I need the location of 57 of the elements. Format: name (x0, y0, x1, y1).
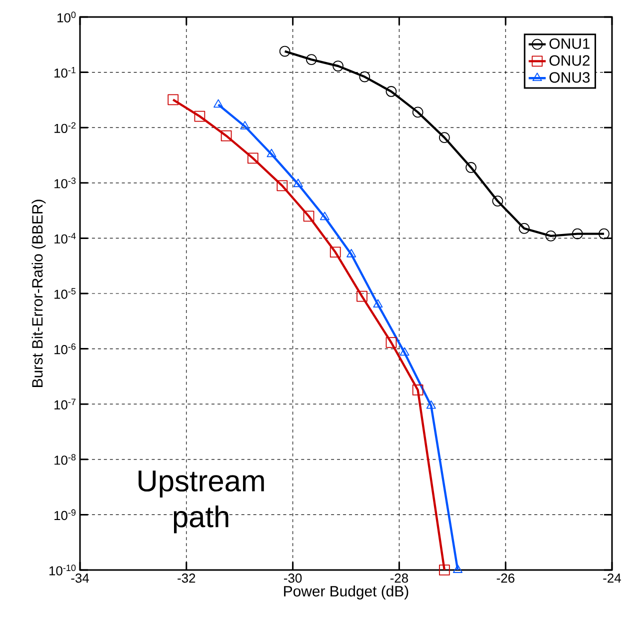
x-tick-label: -24 (603, 574, 621, 583)
point (452, 564, 462, 573)
y-tick-label: 10$^{-7}$ (54, 398, 76, 410)
point (247, 152, 258, 164)
x-tick-label: -28 (390, 574, 408, 583)
point (545, 230, 556, 242)
point (346, 248, 356, 258)
y-tick-label: 10$^{-6}$ (54, 343, 76, 354)
x-axis-title: Power Budget (dB) (284, 586, 408, 600)
point (276, 180, 288, 192)
point (412, 106, 424, 118)
point (466, 162, 476, 173)
y-axis-title: Burst Bit-Error-Ratio (BBER) (32, 200, 46, 387)
legend-label: ONU3 (550, 72, 590, 83)
point (598, 228, 610, 240)
point (220, 130, 232, 142)
point (279, 46, 290, 57)
point (518, 223, 530, 234)
point (293, 178, 303, 188)
x-tick-label: -34 (71, 574, 89, 583)
annotation: Upstream path (138, 470, 264, 534)
point (400, 347, 410, 356)
point (332, 60, 344, 72)
y-tick-label: 10$^{0}$ (58, 12, 76, 22)
point (303, 210, 314, 222)
point (194, 110, 206, 122)
point (168, 94, 179, 106)
y-tick-label: 10$^{-2}$ (54, 122, 76, 133)
point (359, 71, 370, 82)
y-tick-label: 10$^{-10}$ (49, 564, 76, 576)
point (320, 212, 330, 220)
point (373, 299, 383, 308)
legend-label: ONU1 (550, 38, 590, 49)
point (306, 54, 317, 65)
y-tick-label: 10$^{-8}$ (54, 454, 76, 465)
point (386, 337, 397, 348)
point (438, 132, 450, 144)
y-tick-label: 10$^{-5}$ (54, 288, 76, 299)
point (330, 246, 341, 258)
x-tick-label: -26 (496, 574, 514, 583)
point (386, 86, 397, 97)
point (214, 99, 224, 108)
y-tick-label: 10$^{-1}$ (54, 66, 76, 78)
point (572, 228, 583, 240)
y-tick-label: 10$^{-4}$ (54, 232, 76, 244)
y-tick-label: 10$^{-9}$ (54, 509, 76, 520)
x-tick-label: -32 (178, 574, 196, 583)
x-tick-label: -30 (284, 574, 302, 583)
point (426, 400, 436, 409)
y-tick-label: 10$^{-3}$ (54, 178, 76, 188)
legend-label: ONU2 (550, 55, 590, 66)
point (266, 148, 276, 158)
point (412, 384, 424, 396)
point (492, 196, 504, 206)
point (356, 290, 368, 302)
point (438, 564, 450, 576)
point (240, 121, 250, 130)
